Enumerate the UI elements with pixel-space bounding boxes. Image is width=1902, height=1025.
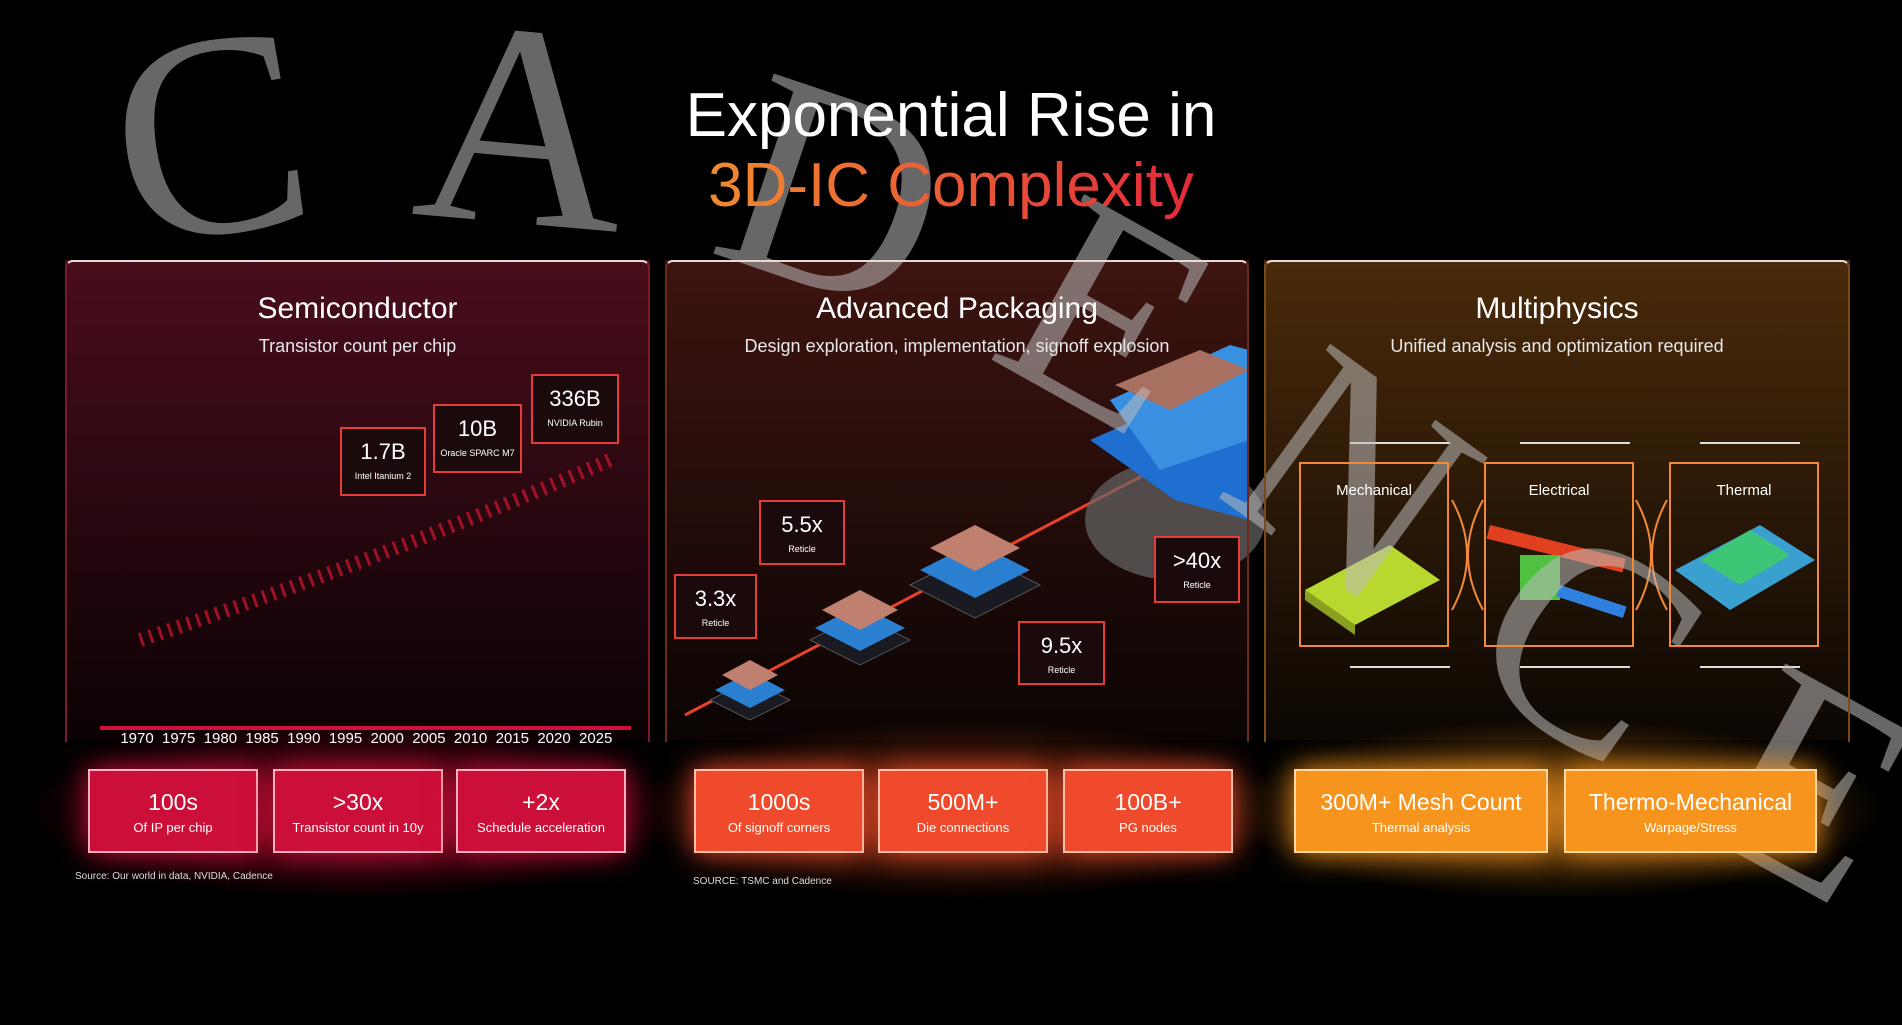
- panel-subtitle: Transistor count per chip: [258, 336, 457, 356]
- title-line2: 3D-IC Complexity: [0, 150, 1902, 221]
- callout-value: >40x: [1172, 548, 1222, 573]
- year-label: 1995: [328, 730, 363, 747]
- physics-visuals: [1305, 442, 1815, 668]
- stat-label: Schedule acceleration: [477, 820, 605, 835]
- stat-value: 500M+: [927, 789, 999, 815]
- stat-box: 100B+ PG nodes: [1063, 769, 1233, 853]
- year-label: 2010: [453, 730, 488, 747]
- callout-label: Intel Itanium 2: [354, 471, 412, 481]
- callout-value: 9.5x: [1040, 633, 1083, 658]
- panel-bg: [65, 260, 650, 740]
- callout-value: 336B: [549, 386, 601, 411]
- stat-label: Thermal analysis: [1371, 820, 1471, 835]
- panel-title: Multiphysics: [1475, 292, 1639, 325]
- stat-box: +2x Schedule acceleration: [456, 769, 626, 853]
- stat-box: 500M+ Die connections: [878, 769, 1048, 853]
- source: Source: Our world in data, NVIDIA, Caden…: [75, 871, 273, 882]
- stat-value: 1000s: [747, 789, 811, 815]
- stat-value: >30x: [332, 789, 384, 815]
- callout: 10B Oracle SPARC M7: [433, 404, 522, 473]
- stat-label: PG nodes: [1119, 820, 1177, 835]
- glow: [1226, 720, 1886, 900]
- year-label: 1990: [287, 730, 321, 747]
- callout-label: Reticle: [1047, 665, 1076, 675]
- stat-label: Of signoff corners: [727, 820, 831, 835]
- title-gradient: 3D-IC Complexity: [708, 151, 1194, 220]
- year-label: 1970: [120, 730, 154, 747]
- callout-label: Reticle: [701, 618, 730, 628]
- domain-box: Thermal: [1669, 462, 1819, 647]
- stat-value: 100s: [148, 789, 198, 815]
- year-label: 1975: [162, 730, 196, 747]
- stat-value: 300M+ Mesh Count: [1320, 789, 1522, 815]
- callout-value: 5.5x: [781, 512, 823, 537]
- source: SOURCE: TSMC and Cadence: [693, 876, 832, 887]
- callout: 9.5x Reticle: [1018, 621, 1105, 685]
- domain-box: Mechanical: [1299, 462, 1449, 647]
- panel: Multiphysics Unified analysis and optimiz…: [1264, 260, 1850, 742]
- panel-subtitle: Unified analysis and optimization requir…: [1390, 336, 1724, 356]
- year-label: 2000: [370, 730, 404, 747]
- stat-box: Thermo-Mechanical Warpage/Stress: [1564, 769, 1817, 853]
- stat-box: 1000s Of signoff corners: [694, 769, 864, 853]
- callout: >40x Reticle: [1154, 536, 1240, 603]
- chip-stack: [708, 345, 1265, 721]
- stat-box: 300M+ Mesh Count Thermal analysis: [1294, 769, 1548, 853]
- stat-value: +2x: [522, 789, 560, 815]
- stat-label: Warpage/Stress: [1644, 820, 1737, 835]
- panel-subtitle: Design exploration, implementation, sign…: [744, 336, 1170, 356]
- year-label: 2015: [495, 730, 529, 747]
- year-label: 2025: [579, 730, 613, 747]
- stat-label: Of IP per chip: [133, 820, 213, 835]
- panel: Advanced Packaging Design exploration, im…: [665, 260, 1249, 742]
- stat-label: Die connections: [916, 820, 1010, 835]
- stat-value: Thermo-Mechanical: [1588, 789, 1793, 815]
- callout-value: 1.7B: [360, 439, 406, 464]
- panel-title: Advanced Packaging: [816, 292, 1098, 325]
- callout-value: 10B: [457, 416, 498, 441]
- callout-label: Reticle: [1183, 580, 1211, 590]
- stat-box: >30x Transistor count in 10y: [273, 769, 443, 853]
- callout-label: Reticle: [788, 544, 816, 554]
- year-label: 1980: [203, 730, 238, 747]
- callout: 5.5x Reticle: [759, 500, 845, 565]
- trend: [137, 453, 613, 647]
- year-label: 2020: [537, 730, 571, 747]
- callout-value: 3.3x: [694, 586, 737, 611]
- callout: 1.7B Intel Itanium 2: [340, 427, 426, 496]
- stat-label: Transistor count in 10y: [292, 820, 424, 835]
- stat-box: 100s Of IP per chip: [88, 769, 258, 853]
- panel-title: Semiconductor: [257, 292, 458, 325]
- callout-label: Oracle SPARC M7: [440, 448, 515, 458]
- domain-box: Electrical: [1484, 462, 1634, 647]
- title-line1: Exponential Rise in: [685, 81, 1217, 150]
- stat-value: 100B+: [1114, 789, 1182, 815]
- callout-label: NVIDIA Rubin: [547, 418, 603, 428]
- callout: 3.3x Reticle: [674, 574, 757, 639]
- year-label: 1985: [245, 730, 279, 747]
- panel: Semiconductor Transistor count per chip: [65, 260, 650, 742]
- year-label: 2005: [412, 730, 446, 747]
- panel-bg: [1264, 260, 1850, 740]
- callout: 336B NVIDIA Rubin: [531, 374, 619, 444]
